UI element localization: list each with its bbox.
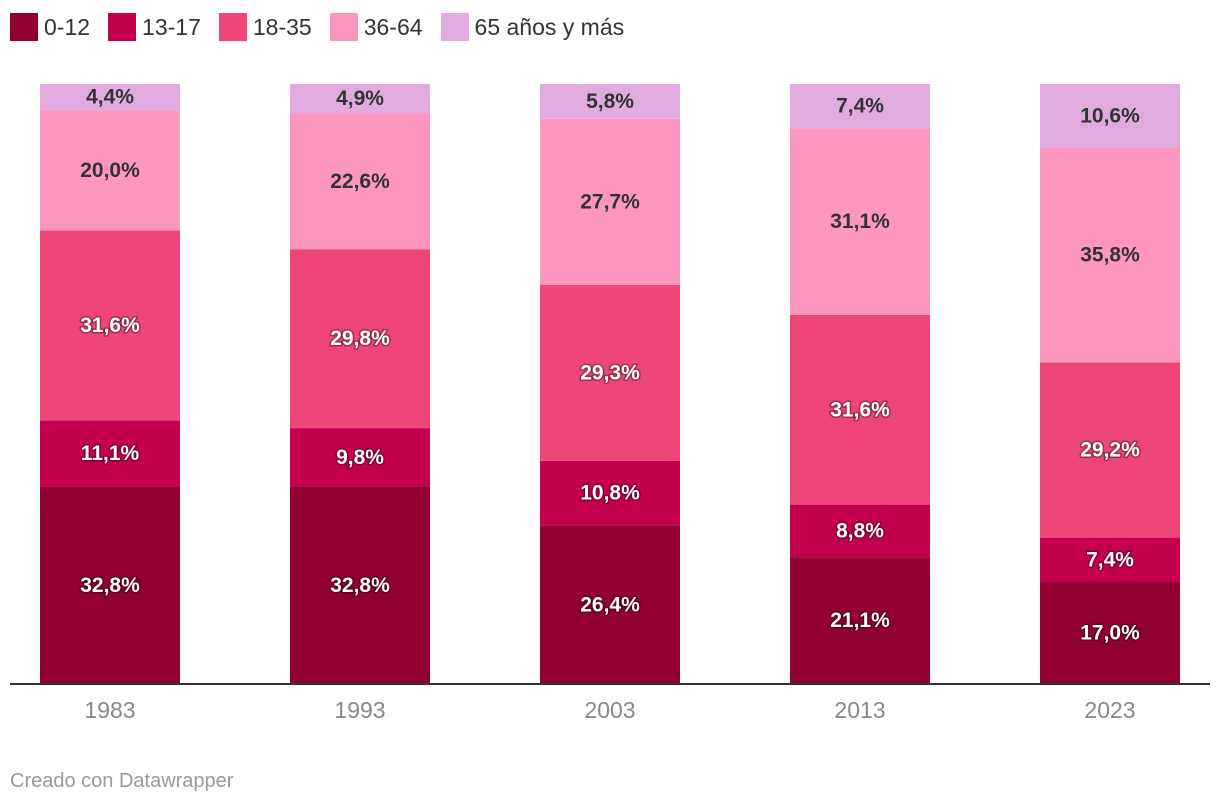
- bar-segment-2023-0: [1040, 582, 1180, 684]
- data-label-2003-3: 27,7%: [580, 190, 640, 213]
- bar-segment-2023-1: [1040, 537, 1180, 582]
- bar-segment-2013-2: [790, 315, 930, 505]
- data-label-1983-4: 4,4%: [86, 86, 134, 109]
- data-label-2023-0: 17,0%: [1080, 622, 1140, 645]
- x-tick-label-2013: 2013: [834, 697, 885, 723]
- data-label-1993-3: 22,6%: [330, 170, 390, 193]
- data-label-1993-2: 29,8%: [330, 327, 390, 350]
- data-label-2003-2: 29,3%: [580, 361, 640, 384]
- legend-swatch: [440, 13, 469, 41]
- legend-item-1: 13-17: [108, 13, 201, 41]
- legend-label: 36-64: [363, 14, 423, 40]
- bar-segment-1983-2: [40, 230, 180, 421]
- bar-segment-2023-4: [1040, 84, 1180, 148]
- bar-segment-2003-1: [540, 460, 680, 526]
- legend-item-0: 0-12: [10, 13, 90, 41]
- bar-segment-2023-2: [1040, 362, 1180, 538]
- bar-segment-1983-4: [40, 84, 180, 111]
- data-label-2013-0: 21,1%: [830, 609, 890, 632]
- bar-segment-2013-1: [790, 504, 930, 558]
- x-tick-label-1983: 1983: [84, 697, 135, 723]
- data-label-1993-1: 9,8%: [336, 446, 384, 469]
- data-label-2003-4: 5,8%: [586, 90, 634, 113]
- data-label-2013-4: 7,4%: [836, 95, 884, 118]
- data-label-1983-1: 11,1%: [81, 442, 140, 465]
- legend-label: 13-17: [142, 14, 201, 40]
- bar-segment-2003-0: [540, 525, 680, 684]
- bar-segment-2013-3: [790, 128, 930, 315]
- x-tick-label-1993: 1993: [334, 697, 385, 723]
- data-label-2003-0: 26,4%: [580, 593, 640, 616]
- data-label-2023-1: 7,4%: [1086, 548, 1134, 571]
- bar-segment-1983-1: [40, 420, 180, 488]
- legend-label: 65 años y más: [474, 14, 625, 40]
- bar-segment-2003-2: [540, 285, 680, 461]
- legend-item-2: 18-35: [218, 13, 312, 41]
- data-label-2023-4: 10,6%: [1080, 104, 1140, 127]
- chart-legend: 0-12 13-17 18-35 36-64 65 años y más: [10, 12, 642, 42]
- bar-segment-1983-0: [40, 487, 180, 684]
- bars-group: [40, 84, 1180, 684]
- data-label-2013-3: 31,1%: [830, 210, 890, 233]
- x-tick-label-2003: 2003: [584, 697, 635, 723]
- legend-swatch: [10, 13, 38, 41]
- x-tick-label-2023: 2023: [1084, 697, 1135, 723]
- x-axis-tick-labels: 1983 1993 2003 2013 2023: [84, 697, 1135, 723]
- legend-item-3: 36-64: [329, 13, 423, 41]
- bar-segment-1993-2: [290, 249, 430, 429]
- data-label-2013-1: 8,8%: [836, 520, 884, 543]
- data-label-1983-2: 31,6%: [80, 314, 140, 337]
- footer-credit: Creado con Datawrapper: [10, 770, 234, 792]
- legend-item-4: 65 años y más: [440, 13, 625, 41]
- segment-labels-group: 32,8% 11,1% 31,6% 20,0% 4,4% 32,8% 9,8% 29,8% 22…: [79, 86, 1142, 646]
- legend-swatch: [218, 13, 247, 41]
- data-label-1993-4: 4,9%: [336, 87, 384, 110]
- bar-segment-2013-0: [790, 557, 930, 684]
- data-label-2023-3: 35,8%: [1080, 244, 1140, 267]
- bar-segment-2003-4: [540, 84, 680, 119]
- bar-segment-1993-0: [290, 487, 430, 684]
- data-label-1983-0: 32,8%: [80, 574, 140, 597]
- legend-swatch: [108, 13, 137, 41]
- data-label-1983-3: 20,0%: [80, 159, 140, 182]
- bar-segment-1993-1: [290, 428, 430, 488]
- legend-label: 18-35: [252, 14, 312, 40]
- bar-segment-2013-4: [790, 84, 930, 129]
- data-label-2013-2: 31,6%: [830, 398, 890, 421]
- legend-swatch: [329, 13, 358, 41]
- bar-segment-2003-3: [540, 118, 680, 285]
- stacked-bar-chart: 32,8% 11,1% 31,6% 20,0% 4,4% 32,8% 9,8% 29,8% 22…: [10, 84, 1210, 723]
- bar-segment-1993-4: [290, 84, 430, 114]
- bar-segment-1983-3: [40, 110, 180, 231]
- data-label-2023-2: 29,2%: [1080, 439, 1140, 462]
- bar-segment-1993-3: [290, 113, 430, 250]
- legend-label: 0-12: [44, 14, 91, 40]
- data-label-2003-1: 10,8%: [580, 482, 640, 505]
- bar-segment-2023-3: [1040, 147, 1180, 363]
- data-label-1993-0: 32,8%: [330, 574, 390, 597]
